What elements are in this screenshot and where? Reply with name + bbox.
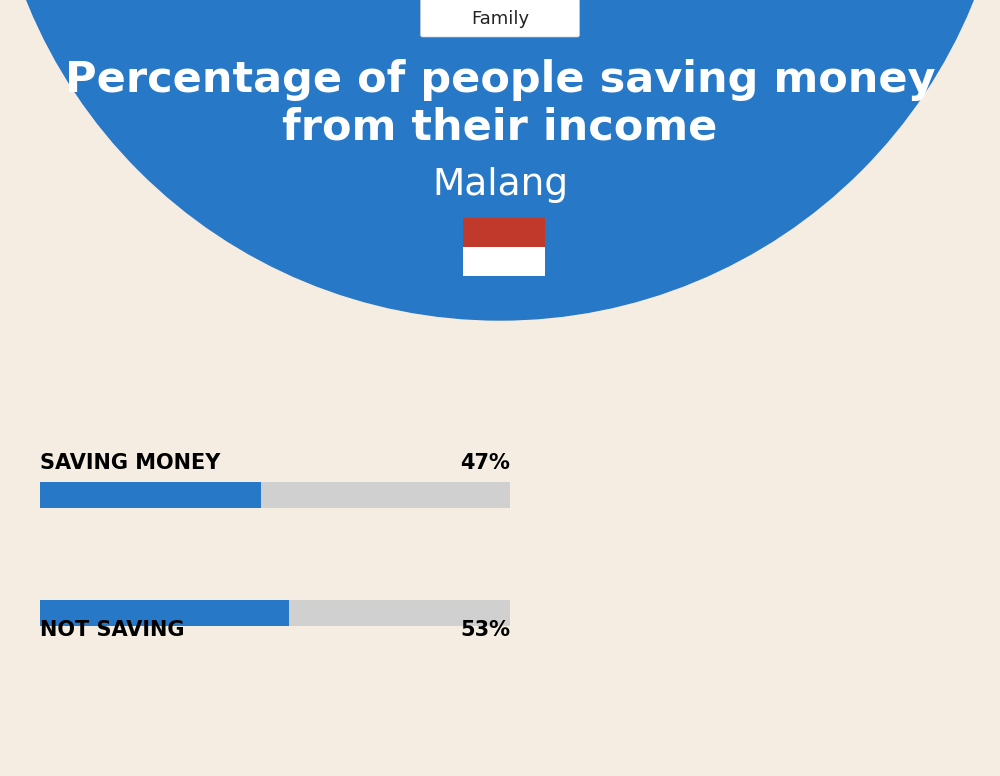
- Circle shape: [0, 0, 1000, 320]
- Text: Malang: Malang: [432, 167, 568, 203]
- Bar: [40, 482, 510, 508]
- FancyBboxPatch shape: [420, 0, 580, 37]
- Text: SAVING MONEY: SAVING MONEY: [40, 453, 220, 473]
- Text: Family: Family: [471, 10, 529, 28]
- Bar: [40, 600, 289, 626]
- Text: Percentage of people saving money: Percentage of people saving money: [65, 59, 935, 101]
- Text: from their income: from their income: [282, 107, 718, 149]
- Text: NOT SAVING: NOT SAVING: [40, 620, 184, 640]
- Bar: [463, 218, 545, 247]
- Bar: [40, 600, 510, 626]
- Text: 53%: 53%: [460, 620, 510, 640]
- Bar: [463, 247, 545, 276]
- Bar: [40, 482, 261, 508]
- Text: 47%: 47%: [460, 453, 510, 473]
